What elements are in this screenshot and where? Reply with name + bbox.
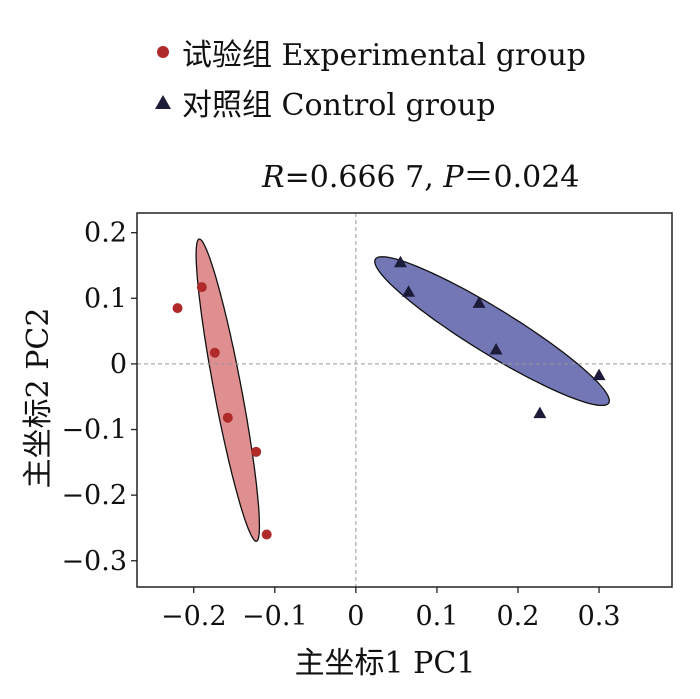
group-ellipses (195, 238, 610, 542)
plot-frame (136, 212, 673, 588)
triangle-marker-icon (150, 89, 176, 115)
x-axis-ticks: −0.2 −0.1 0 0.1 0.2 0.3 (161, 587, 621, 632)
data-points (172, 255, 606, 540)
confidence-ellipse-control (374, 256, 610, 407)
control-point-3 (472, 296, 486, 308)
x-tick-label: 0.1 (415, 601, 458, 632)
p-symbol: P (443, 160, 464, 195)
experimental-point-5 (251, 446, 262, 457)
confidence-ellipse-experimental (195, 238, 261, 542)
r-symbol: R (262, 160, 285, 195)
y-tick-label: 0.1 (84, 283, 127, 314)
y-tick-label: 0.2 (84, 218, 127, 249)
control-point-5 (533, 406, 547, 419)
reference-lines (137, 213, 672, 587)
x-tick-label: 0.3 (578, 601, 621, 632)
experimental-point-3 (209, 347, 220, 358)
y-axis-ticks: 0.2 0.1 0 −0.1 −0.2 −0.3 (61, 218, 137, 577)
experimental-point-6 (261, 529, 272, 540)
legend-label-control: 对照组 Control group (182, 88, 496, 123)
x-axis-label: 主坐标1 PC1 (295, 646, 476, 681)
y-axis-label: 主坐标2 PC2 (21, 308, 56, 489)
experimental-point-1 (172, 303, 183, 314)
control-point-6 (592, 368, 606, 381)
x-tick-label: −0.1 (242, 601, 308, 632)
x-tick-label: 0 (347, 601, 364, 632)
y-tick-label: −0.1 (61, 415, 127, 446)
circle-marker-icon (150, 39, 176, 65)
statistics-annotation: R=0.666 7, P＝0.024 (262, 152, 579, 196)
control-point-4 (489, 342, 503, 355)
experimental-point-2 (196, 282, 207, 293)
legend-label-experimental: 试验组 Experimental group (182, 38, 586, 73)
y-tick-label: −0.2 (61, 480, 127, 511)
y-tick-label: −0.3 (61, 546, 127, 577)
legend-item-experimental: 试验组 Experimental group (150, 30, 586, 74)
y-tick-label: 0 (110, 349, 127, 380)
p-value: ＝0.024 (463, 160, 580, 195)
control-point-1 (393, 255, 407, 268)
x-tick-label: −0.2 (161, 601, 227, 632)
x-tick-label: 0.2 (497, 601, 540, 632)
legend-item-control: 对照组 Control group (150, 80, 496, 124)
control-point-2 (402, 285, 416, 297)
experimental-point-4 (222, 412, 233, 423)
r-value: =0.666 7, (284, 160, 444, 195)
